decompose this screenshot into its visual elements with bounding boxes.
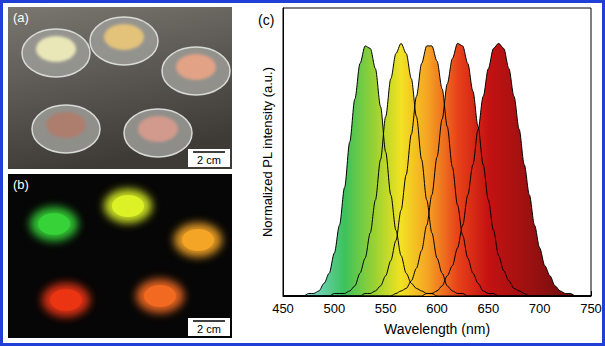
svg-text:2 cm: 2 cm (197, 323, 221, 335)
svg-text:(b): (b) (13, 177, 29, 192)
svg-text:Wavelength (nm): Wavelength (nm) (384, 321, 490, 337)
svg-text:Normalized PL intensity (a.u.): Normalized PL intensity (a.u.) (260, 67, 275, 237)
svg-text:450: 450 (272, 301, 294, 316)
svg-text:600: 600 (426, 301, 448, 316)
svg-text:550: 550 (375, 301, 397, 316)
svg-text:500: 500 (323, 301, 345, 316)
svg-text:750: 750 (580, 301, 602, 316)
svg-text:700: 700 (529, 301, 551, 316)
svg-text:(a): (a) (13, 10, 29, 25)
svg-text:(c): (c) (258, 12, 274, 28)
svg-text:650: 650 (477, 301, 499, 316)
svg-text:2 cm: 2 cm (197, 154, 221, 166)
